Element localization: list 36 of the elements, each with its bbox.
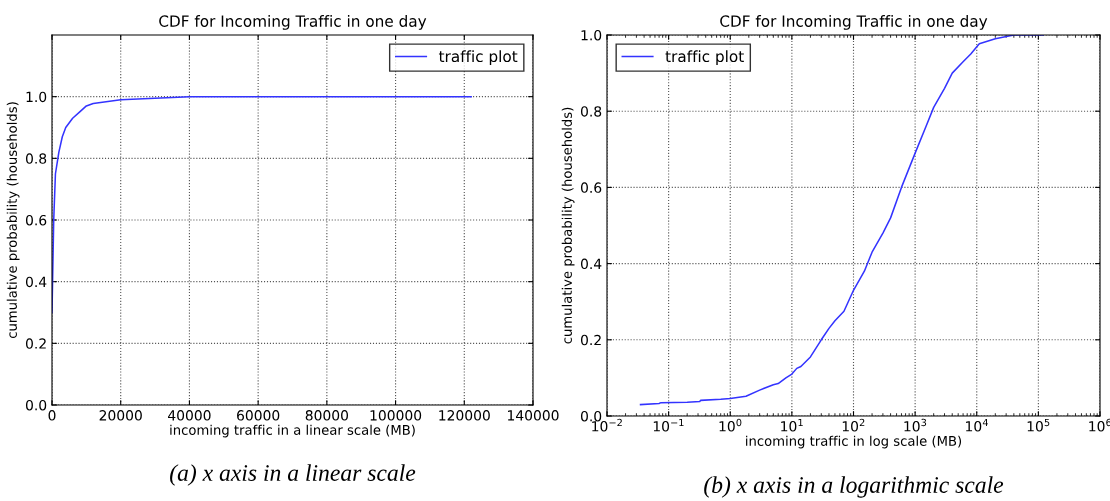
y-tick-label: 1.0 <box>581 29 602 41</box>
x-tick-label: 40000 <box>168 410 211 421</box>
y-axis-title: cumulative probability (households) <box>6 102 20 339</box>
legend-label: traffic plot <box>438 50 518 66</box>
x-tick-label: 60000 <box>237 410 280 421</box>
x-tick-label: 140000 <box>508 410 559 421</box>
x-tick-label: 100000 <box>370 410 422 421</box>
text: (b) x axis in a logarithmic scale <box>704 476 1004 498</box>
x-tick-label: 10$^{0}$ <box>719 418 742 432</box>
x-tick-label: 10$^{4}$ <box>966 418 988 432</box>
x-tick-label: 10$^{−1}$ <box>653 418 684 432</box>
chart-title: CDF for Incoming Traffic in one day <box>159 15 427 30</box>
y-tick-label: 0.2 <box>580 334 601 346</box>
y-tick-label: 0.6 <box>25 214 47 226</box>
x-tick-label: 120000 <box>439 410 490 421</box>
y-tick-label: 0.4 <box>580 258 602 270</box>
y-tick-label: 0.8 <box>580 106 602 117</box>
y-tick-label: 0.0 <box>25 399 47 411</box>
x-tick-label: 80000 <box>305 410 349 421</box>
text: (a) x axis in a linear scale <box>170 464 416 486</box>
x-tick-label: 10$^{2}$ <box>842 418 865 432</box>
legend-label: traffic plot <box>665 50 744 66</box>
y-tick-label: 0.2 <box>25 338 46 349</box>
x-axis-title: incoming traffic in log scale (MB) <box>746 435 962 449</box>
y-tick-label: 1.0 <box>26 91 47 103</box>
x-tick-label: 0 <box>48 410 56 421</box>
y-tick-label: 0.4 <box>25 276 47 288</box>
x-tick-label: 10$^{3}$ <box>904 418 927 432</box>
chart-title: CDF for Incoming Traffic in one day <box>720 15 988 30</box>
y-axis-title: cumulative probability (households) <box>561 107 575 344</box>
x-tick-label: 10$^{1}$ <box>781 418 803 432</box>
x-tick-label: 10$^{5}$ <box>1027 418 1050 432</box>
x-axis-title: incoming traffic in a linear scale (MB) <box>170 424 415 438</box>
y-tick-label: 0.8 <box>25 153 47 164</box>
y-tick-label: 0.6 <box>580 182 602 193</box>
x-tick-label: 20000 <box>99 410 142 421</box>
